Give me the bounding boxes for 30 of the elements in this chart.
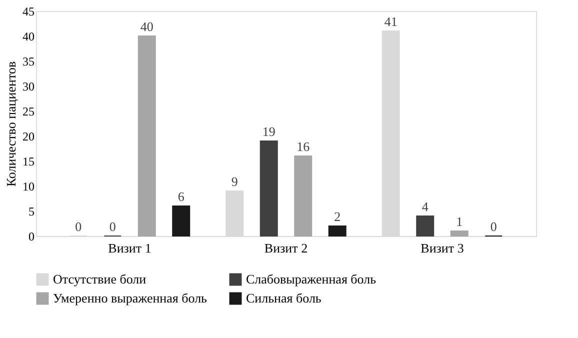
data-label: 41 [384, 14, 398, 29]
x-tick-label: Визит 1 [108, 240, 152, 256]
y-tick-label: 40 [22, 30, 34, 44]
data-label: 0 [109, 219, 116, 234]
y-tick-label: 20 [22, 130, 34, 144]
y-tick-label: 0 [28, 230, 34, 244]
y-tick-label: 35 [22, 54, 34, 68]
y-tick-label: 5 [28, 204, 34, 218]
data-label: 9 [231, 174, 238, 189]
data-label: 2 [334, 209, 341, 224]
x-tick-label: Визит 3 [420, 240, 464, 256]
legend-label: Слабовыраженная боль [246, 272, 376, 287]
x-tick-label: Визит 2 [264, 240, 308, 256]
data-label: 19 [262, 124, 276, 139]
legend-label: Отсутствие боли [53, 272, 146, 287]
data-label: 40 [140, 19, 154, 34]
data-label: 16 [296, 139, 310, 154]
y-tick-label: 10 [22, 180, 34, 194]
legend-label: Умеренно выраженная боль [53, 290, 208, 306]
y-tick-label: 25 [22, 104, 34, 118]
y-tick-label: 45 [22, 4, 34, 18]
y-tick-label: 15 [22, 154, 34, 168]
legend-label: Сильная боль [246, 290, 322, 306]
data-label: 6 [178, 189, 185, 204]
data-label: 4 [422, 199, 429, 214]
data-label: 1 [456, 214, 463, 229]
y-axis-title: Количество пациентов [4, 61, 18, 187]
data-label: 0 [490, 219, 497, 234]
y-tick-label: 30 [22, 80, 34, 94]
data-label: 0 [75, 219, 82, 234]
